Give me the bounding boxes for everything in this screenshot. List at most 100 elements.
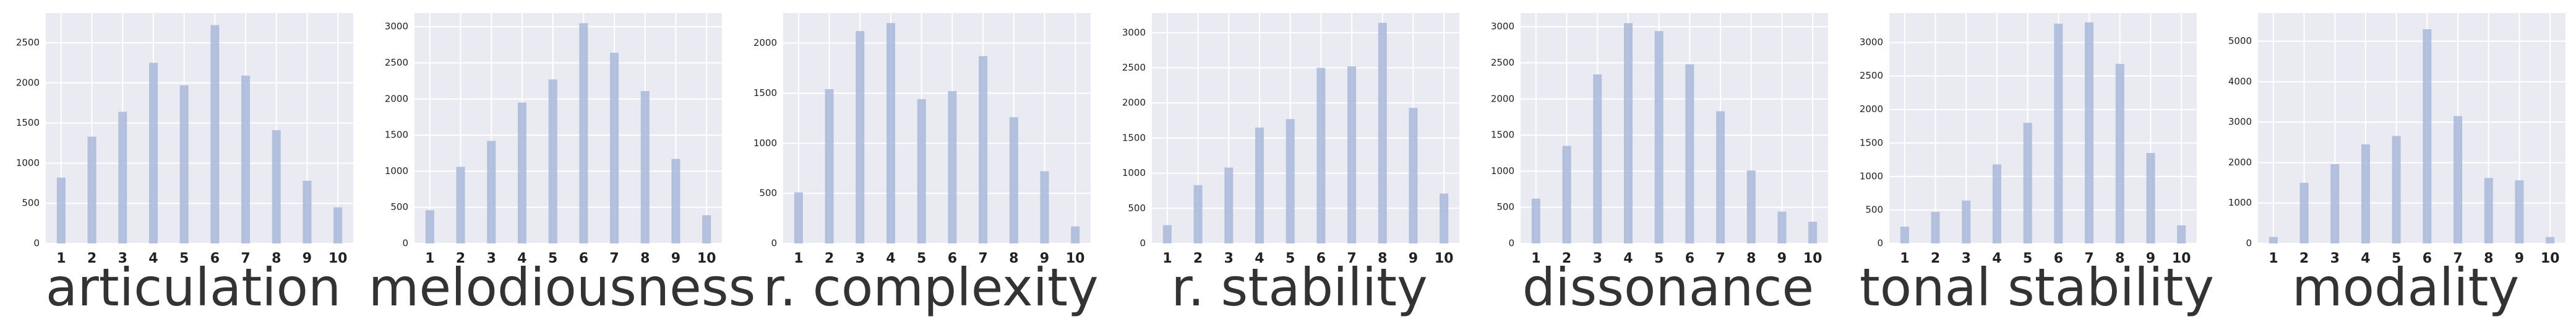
plot-area bbox=[46, 13, 353, 243]
x-axis-label: r. complexity bbox=[763, 257, 1098, 318]
x-tick-label: 1 bbox=[425, 251, 434, 266]
x-tick-label: 2 bbox=[825, 251, 834, 266]
x-tick-label: 9 bbox=[303, 251, 312, 266]
y-tick-label: 5000 bbox=[2228, 35, 2252, 46]
x-tick-label: 10 bbox=[1435, 251, 1454, 266]
y-tick-label: 1000 bbox=[1122, 167, 1146, 178]
x-tick-label: 6 bbox=[579, 251, 588, 266]
bar bbox=[1316, 68, 1326, 244]
bar bbox=[1962, 200, 1971, 243]
panel: 0 500 1000 1500 2000 2500 1 2 3 4 5 6 7 8 9 10articulat… bbox=[16, 13, 353, 318]
panel: 0 500 1000 1500 2000 2500 3000 1 2 3 4 5 6 7 8 9 10disso… bbox=[1491, 13, 1828, 318]
x-tick-label: 3 bbox=[487, 251, 496, 266]
y-tick-label: 1500 bbox=[1860, 137, 1883, 148]
bar bbox=[671, 159, 680, 243]
x-tick-label: 2 bbox=[87, 251, 97, 266]
panel: 0 500 1000 1500 2000 1 2 3 4 5 6 7 8 9 10r. complexity bbox=[753, 13, 1099, 318]
x-tick-label: 10 bbox=[328, 251, 348, 266]
x-tick-label: 6 bbox=[2054, 251, 2063, 266]
x-tick-label: 1 bbox=[794, 251, 803, 266]
x-tick-label: 8 bbox=[1009, 251, 1018, 266]
x-tick-label: 7 bbox=[1347, 251, 1356, 266]
bar bbox=[1746, 170, 1756, 243]
y-tick-label: 0 bbox=[1877, 238, 1883, 249]
bar bbox=[2423, 29, 2432, 244]
bar bbox=[1654, 31, 1664, 244]
bar bbox=[702, 215, 711, 243]
x-axis-label: r. stability bbox=[1171, 257, 1427, 318]
y-tick-label: 1000 bbox=[753, 138, 777, 149]
bar bbox=[2054, 24, 2063, 243]
x-tick-label: 8 bbox=[2115, 251, 2124, 266]
y-tick-label: 1000 bbox=[2228, 197, 2252, 208]
x-tick-label: 2 bbox=[456, 251, 465, 266]
x-tick-label: 6 bbox=[2423, 251, 2432, 266]
y-tick-label: 0 bbox=[33, 238, 40, 249]
bar bbox=[2330, 164, 2340, 243]
bar bbox=[272, 130, 281, 243]
bar bbox=[1562, 146, 1571, 243]
bar bbox=[1224, 167, 1234, 243]
x-tick-label: 7 bbox=[2453, 251, 2462, 266]
bar bbox=[2484, 178, 2493, 243]
x-tick-label: 6 bbox=[948, 251, 957, 266]
x-tick-label: 4 bbox=[517, 251, 526, 266]
x-tick-label: 10 bbox=[1066, 251, 1085, 266]
x-axis-label: melodiousness bbox=[369, 257, 756, 318]
x-tick-label: 3 bbox=[1593, 251, 1602, 266]
y-tick-label: 1500 bbox=[385, 129, 408, 141]
bar bbox=[948, 91, 957, 243]
y-tick-label: 2000 bbox=[753, 37, 777, 48]
x-tick-label: 5 bbox=[1654, 251, 1664, 266]
x-tick-label: 3 bbox=[1962, 251, 1971, 266]
x-tick-label: 5 bbox=[548, 251, 557, 266]
bar bbox=[1716, 111, 1725, 243]
y-tick-label: 2000 bbox=[16, 77, 40, 88]
x-tick-label: 1 bbox=[1162, 251, 1172, 266]
x-tick-label: 7 bbox=[1715, 251, 1725, 266]
x-tick-label: 4 bbox=[1992, 251, 2001, 266]
y-tick-label: 3000 bbox=[2228, 116, 2252, 128]
bar bbox=[2085, 22, 2094, 244]
bar bbox=[118, 111, 127, 243]
x-tick-label: 10 bbox=[1803, 251, 1823, 266]
y-tick-label: 1500 bbox=[16, 117, 40, 128]
y-tick-label: 2500 bbox=[1860, 70, 1883, 81]
y-tick-label: 2500 bbox=[1122, 62, 1146, 73]
y-tick-label: 500 bbox=[1865, 204, 1883, 215]
x-tick-label: 9 bbox=[671, 251, 680, 266]
plot-area bbox=[1889, 13, 2197, 243]
x-tick-label: 5 bbox=[917, 251, 926, 266]
y-tick-label: 1500 bbox=[1122, 132, 1146, 143]
bar bbox=[640, 90, 650, 243]
y-tick-label: 0 bbox=[402, 238, 408, 249]
bar bbox=[1071, 226, 1080, 243]
bar bbox=[1162, 225, 1172, 243]
y-tick-label: 3000 bbox=[1122, 27, 1146, 38]
bar bbox=[1685, 64, 1694, 244]
x-tick-label: 7 bbox=[241, 251, 250, 266]
plot-area bbox=[2258, 13, 2565, 243]
bar bbox=[610, 53, 619, 243]
bar bbox=[1931, 212, 1940, 243]
bar bbox=[1409, 108, 1418, 243]
bar bbox=[1193, 185, 1203, 243]
x-tick-label: 5 bbox=[179, 251, 189, 266]
bar bbox=[241, 76, 251, 243]
y-tick-label: 2000 bbox=[1860, 103, 1883, 115]
bar bbox=[1347, 66, 1357, 243]
y-tick-label: 500 bbox=[1128, 203, 1146, 214]
bar bbox=[179, 85, 189, 243]
bar bbox=[794, 192, 803, 243]
y-tick-label: 1000 bbox=[1491, 165, 1514, 177]
bar bbox=[1777, 211, 1787, 243]
y-tick-label: 2000 bbox=[1491, 93, 1514, 104]
x-tick-label: 10 bbox=[2541, 251, 2560, 266]
y-tick-label: 500 bbox=[390, 201, 408, 212]
bar bbox=[56, 177, 66, 243]
x-tick-label: 8 bbox=[1378, 251, 1387, 266]
x-tick-label: 2 bbox=[2299, 251, 2309, 266]
y-tick-label: 2000 bbox=[385, 93, 408, 104]
x-axis-label: modality bbox=[2292, 257, 2519, 318]
x-tick-label: 4 bbox=[1623, 251, 1633, 266]
